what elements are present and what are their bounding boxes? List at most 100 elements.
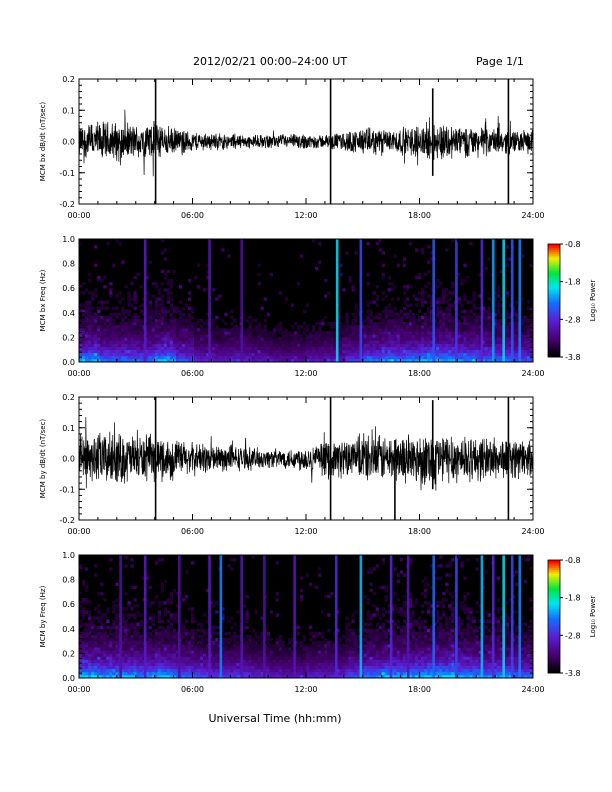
heatmap-cell	[227, 328, 231, 332]
heatmap-cell	[342, 331, 346, 335]
emission-band	[502, 239, 505, 362]
heatmap-cell	[384, 662, 389, 667]
heatmap-cell	[194, 659, 198, 663]
heatmap-cell	[200, 628, 204, 633]
heatmap-cell	[91, 340, 95, 344]
heatmap-cell	[115, 328, 119, 332]
heatmap-cell	[339, 263, 343, 267]
heatmap-cell	[269, 349, 274, 354]
panel-2: 00:00 06:00 12:00 18:00 24:000.00.20.40.60.8…	[39, 235, 545, 378]
heatmap-cell	[145, 318, 149, 323]
heatmap-cell	[157, 613, 162, 617]
heatmap-cell	[309, 346, 313, 351]
heatmap-cell	[484, 312, 488, 317]
heatmap-cell	[342, 288, 346, 292]
heatmap-cell	[187, 325, 192, 329]
heatmap-cell	[236, 656, 240, 660]
heatmap-cell	[272, 358, 277, 363]
heatmap-cell	[375, 294, 379, 298]
heatmap-cell	[121, 625, 125, 630]
heatmap-cell	[529, 318, 534, 323]
heatmap-cell	[245, 653, 249, 657]
colorbar-title: Log₁₀ Power	[589, 280, 597, 322]
heatmap-cell	[442, 312, 446, 317]
heatmap-cell	[369, 665, 373, 670]
heatmap-cell	[133, 325, 137, 329]
heatmap-cell	[290, 671, 295, 676]
heatmap-cell	[175, 671, 180, 676]
heatmap-cell	[206, 355, 210, 360]
heatmap-cell	[212, 322, 216, 326]
heatmap-cell	[254, 349, 258, 354]
heatmap-cell	[212, 656, 216, 660]
heatmap-cell	[130, 662, 134, 667]
heatmap-cell	[166, 352, 171, 357]
heatmap-cell	[321, 352, 325, 357]
heatmap-cell	[387, 631, 392, 636]
heatmap-cell	[405, 297, 410, 301]
heatmap-cell	[148, 662, 152, 667]
heatmap-cell	[396, 346, 401, 351]
heatmap-cell	[100, 662, 104, 667]
heatmap-cell	[200, 634, 204, 639]
heatmap-cell	[472, 297, 476, 301]
heatmap-cell	[372, 659, 376, 663]
heatmap-cell	[284, 352, 289, 357]
heatmap-cell	[411, 650, 416, 654]
heatmap-cell	[121, 315, 125, 320]
heatmap-cell	[466, 322, 470, 326]
heatmap-cell	[130, 282, 134, 286]
heatmap-cell	[184, 340, 189, 344]
heatmap-cell	[526, 343, 531, 347]
heatmap-cell	[463, 334, 467, 338]
heatmap-cell	[215, 337, 219, 341]
heatmap-cell	[436, 303, 440, 307]
heatmap-cell	[97, 306, 101, 311]
heatmap-cell	[136, 318, 140, 323]
series-line	[78, 109, 534, 177]
heatmap-cell	[387, 604, 392, 608]
heatmap-cell	[366, 616, 370, 620]
heatmap-cell	[194, 656, 198, 660]
heatmap-cell	[496, 318, 501, 323]
heatmap-cell	[408, 340, 413, 344]
heatmap-cell	[157, 355, 162, 360]
heatmap-cell	[408, 561, 413, 565]
x-tick-label: 12:00	[294, 211, 317, 220]
heatmap-cell	[236, 358, 240, 363]
heatmap-cell	[372, 613, 376, 617]
heatmap-cell	[82, 613, 86, 617]
heatmap-cell	[523, 343, 528, 347]
heatmap-cell	[387, 346, 392, 351]
heatmap-cell	[200, 656, 204, 660]
heatmap-cell	[520, 352, 525, 357]
heatmap-cell	[200, 647, 204, 651]
heatmap-cell	[408, 355, 413, 360]
heatmap-cell	[375, 337, 379, 341]
heatmap-cell	[369, 634, 373, 639]
heatmap-cell	[430, 294, 434, 298]
heatmap-cell	[345, 331, 349, 335]
heatmap-cell	[212, 668, 216, 673]
heatmap-cell	[306, 656, 310, 660]
heatmap-cell	[178, 331, 183, 335]
heatmap-cell	[375, 610, 379, 614]
heatmap-cell	[184, 343, 189, 347]
heatmap-cell	[160, 325, 165, 329]
heatmap-cell	[439, 300, 443, 304]
heatmap-cell	[493, 337, 497, 341]
heatmap-cell	[190, 334, 195, 338]
heatmap-cell	[203, 358, 207, 363]
heatmap-cell	[466, 315, 470, 320]
heatmap-cell	[190, 613, 195, 617]
heatmap-cell	[493, 312, 497, 317]
heatmap-cell	[115, 331, 119, 335]
heatmap-cell	[88, 303, 92, 307]
heatmap-cell	[94, 245, 98, 249]
heatmap-cell	[221, 613, 225, 617]
heatmap-cell	[160, 239, 165, 243]
heatmap-cell	[393, 653, 398, 657]
heatmap-cell	[181, 634, 186, 639]
heatmap-cell	[363, 349, 367, 354]
heatmap-cell	[130, 352, 134, 357]
